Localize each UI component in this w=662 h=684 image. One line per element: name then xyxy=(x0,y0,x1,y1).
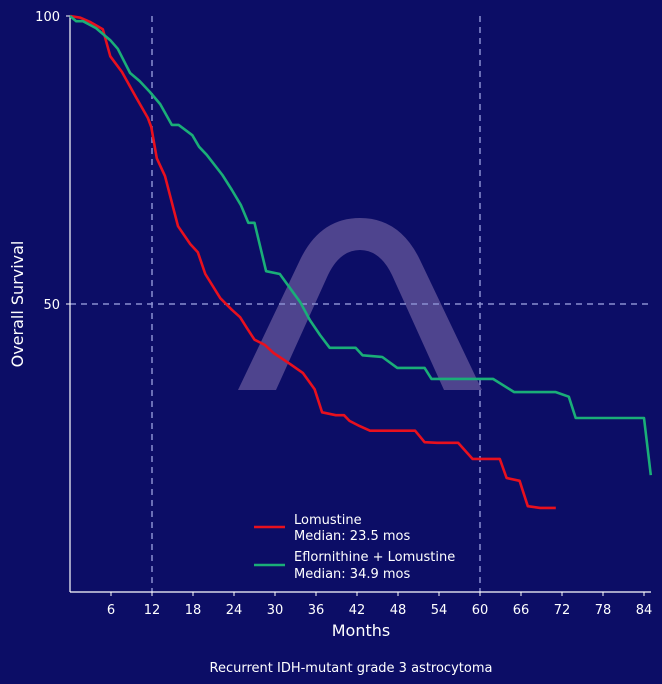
x-tick-label: 72 xyxy=(554,603,571,618)
x-tick-label: 84 xyxy=(636,603,653,618)
legend: Lomustine Median: 23.5 mos Eflornithine … xyxy=(254,513,455,582)
legend-median: Median: 23.5 mos xyxy=(294,529,410,544)
y-tick-label: 50 xyxy=(43,298,60,313)
x-axis-ticks: 6 12 18 24 30 36 42 48 54 60 66 72 78 84 xyxy=(107,592,652,618)
x-tick-label: 6 xyxy=(107,603,115,618)
legend-item-eflornithine-lomustine: Eflornithine + Lomustine Median: 34.9 mo… xyxy=(254,550,455,582)
legend-item-lomustine: Lomustine Median: 23.5 mos xyxy=(254,513,410,544)
x-tick-label: 54 xyxy=(431,603,448,618)
legend-label: Lomustine xyxy=(294,513,362,528)
x-tick-label: 36 xyxy=(308,603,325,618)
x-tick-label: 18 xyxy=(185,603,202,618)
reference-lines xyxy=(70,16,651,592)
y-axis-ticks: 50 100 xyxy=(35,10,70,313)
x-tick-label: 48 xyxy=(390,603,407,618)
y-axis-title: Overall Survival xyxy=(8,241,27,368)
legend-median: Median: 34.9 mos xyxy=(294,567,410,582)
x-tick-label: 78 xyxy=(595,603,612,618)
x-tick-label: 60 xyxy=(472,603,489,618)
x-tick-label: 24 xyxy=(226,603,243,618)
x-tick-label: 66 xyxy=(513,603,530,618)
survival-curve-eflornithine-lomustine xyxy=(69,15,653,476)
survival-curve-lomustine xyxy=(69,14,556,510)
survival-curves xyxy=(69,14,653,510)
x-tick-label: 30 xyxy=(267,603,284,618)
x-tick-label: 42 xyxy=(349,603,366,618)
x-axis-title: Months xyxy=(332,621,390,640)
legend-label: Eflornithine + Lomustine xyxy=(294,550,455,565)
chart-caption: Recurrent IDH-mutant grade 3 astrocytoma xyxy=(210,661,493,676)
y-tick-label: 100 xyxy=(35,10,60,25)
x-tick-label: 12 xyxy=(144,603,161,618)
